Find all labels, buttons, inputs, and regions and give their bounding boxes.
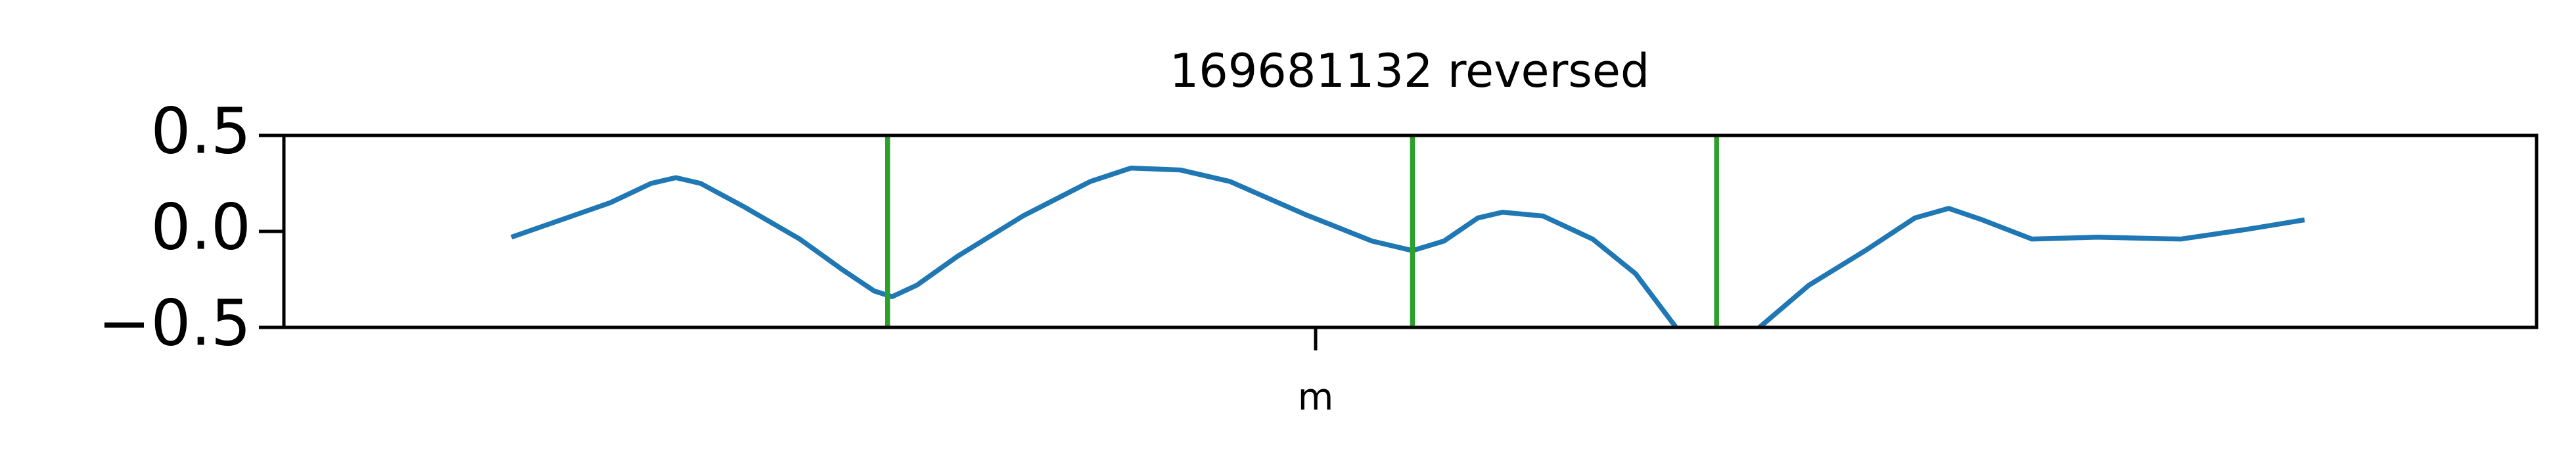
y-tick-label: −0.5 [98, 286, 251, 360]
chart-title: 169681132 reversed [1170, 44, 1650, 98]
plot-area [510, 135, 2305, 327]
y-tick-label: 0.5 [150, 94, 251, 168]
y-tick-label: 0.0 [150, 190, 251, 264]
axes-frame [282, 133, 2539, 329]
x-tick-label: m [1298, 376, 1334, 419]
